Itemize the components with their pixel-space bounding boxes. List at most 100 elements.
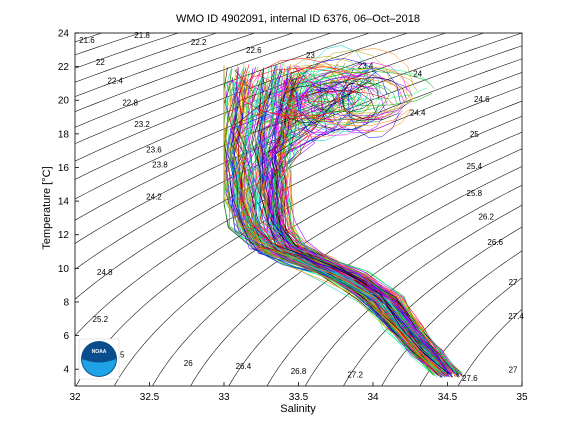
density-contour-label: 24.4 bbox=[410, 108, 426, 117]
profile-line bbox=[228, 67, 447, 372]
density-contour-label: 25 bbox=[470, 130, 479, 139]
y-tick-label: 24 bbox=[58, 29, 70, 40]
y-tick-label: 8 bbox=[63, 297, 69, 308]
density-contour-label: 23.6 bbox=[146, 145, 162, 154]
density-contour-label: 27 bbox=[509, 366, 518, 375]
profile-line bbox=[283, 75, 454, 374]
density-contour bbox=[190, 148, 522, 386]
profile-line bbox=[272, 72, 461, 374]
profile-line bbox=[332, 85, 385, 134]
plot-area bbox=[75, 33, 522, 386]
density-contour-label: 23.2 bbox=[134, 120, 150, 129]
profile-line bbox=[223, 65, 441, 376]
density-contour bbox=[75, 72, 522, 300]
density-contour-label: 22.2 bbox=[191, 38, 207, 47]
profile-line bbox=[313, 68, 418, 114]
profile-line bbox=[271, 65, 452, 377]
density-contour bbox=[75, 33, 332, 128]
profile-layer bbox=[223, 45, 463, 378]
profile-line bbox=[323, 81, 362, 116]
density-contour-label: 25.2 bbox=[93, 315, 109, 324]
profile-line bbox=[223, 81, 435, 375]
y-tick-label: 20 bbox=[58, 96, 70, 107]
profile-line bbox=[251, 58, 349, 120]
profile-line bbox=[309, 71, 435, 106]
x-axis: 32 32.5 33 33.5 34 34.5 35 bbox=[69, 382, 528, 403]
profile-line bbox=[224, 81, 445, 377]
profile-line bbox=[280, 81, 458, 378]
density-contour bbox=[343, 226, 522, 386]
density-contour bbox=[75, 33, 293, 112]
density-contour-label: 24.6 bbox=[474, 95, 490, 104]
profile-line bbox=[263, 61, 452, 372]
x-tick-label: 33 bbox=[218, 392, 230, 403]
profile-line bbox=[229, 80, 437, 375]
profile-line bbox=[295, 58, 388, 131]
profile-line bbox=[281, 82, 461, 374]
profile-line bbox=[255, 82, 453, 374]
profile-line bbox=[329, 48, 414, 119]
profile-line bbox=[337, 66, 413, 132]
profile-line bbox=[235, 64, 448, 376]
profile-line bbox=[223, 80, 431, 373]
profile-line bbox=[278, 74, 456, 375]
x-tick-label: 32.5 bbox=[140, 392, 160, 403]
profile-line bbox=[306, 67, 430, 100]
profile-line bbox=[296, 87, 355, 122]
x-tick-label: 35 bbox=[516, 392, 528, 403]
profile-line bbox=[301, 78, 413, 126]
x-tick-label: 33.5 bbox=[289, 392, 309, 403]
profile-line bbox=[276, 80, 354, 142]
y-tick-label: 6 bbox=[63, 331, 69, 342]
density-contour bbox=[0, 33, 25, 386]
y-axis: 4 6 8 10 12 14 16 18 20 22 24 bbox=[58, 29, 79, 376]
density-contour bbox=[457, 308, 522, 386]
density-contour-label: 22.4 bbox=[107, 76, 123, 85]
noaa-logo: NOAA bbox=[78, 338, 120, 380]
x-tick-label: 34.5 bbox=[438, 392, 458, 403]
density-contour-label: 25.4 bbox=[467, 162, 483, 171]
density-contour bbox=[0, 33, 64, 386]
x-tick-label: 32 bbox=[69, 392, 81, 403]
density-contour-label: 22.6 bbox=[246, 46, 262, 55]
density-contour-label: 26.6 bbox=[487, 238, 503, 247]
profile-line bbox=[264, 63, 380, 121]
density-contour bbox=[304, 204, 522, 386]
profile-line bbox=[272, 82, 459, 375]
density-contour-label: 22.8 bbox=[122, 98, 138, 107]
density-contour-label: 27.6 bbox=[462, 374, 478, 383]
profile-line bbox=[306, 93, 370, 126]
profile-line bbox=[251, 67, 450, 375]
noaa-logo-text: NOAA bbox=[92, 349, 107, 355]
y-tick-label: 4 bbox=[63, 365, 69, 376]
density-contour-label: 21.6 bbox=[79, 36, 95, 45]
profile-line bbox=[276, 55, 374, 128]
profile-line bbox=[297, 66, 381, 133]
profile-line bbox=[280, 68, 457, 374]
density-contour-label: 25.8 bbox=[467, 189, 483, 198]
density-contour-label: 23.4 bbox=[358, 61, 374, 70]
y-axis-label: Temperature [°C] bbox=[41, 166, 53, 249]
y-tick-label: 22 bbox=[58, 62, 70, 73]
y-tick-label: 18 bbox=[58, 129, 70, 140]
density-contour-label: 27.2 bbox=[347, 371, 363, 380]
profile-line bbox=[274, 78, 458, 376]
y-tick-label: 12 bbox=[58, 230, 70, 241]
profile-line bbox=[255, 87, 446, 376]
profile-line bbox=[229, 68, 437, 375]
x-axis-label: Salinity bbox=[280, 403, 316, 415]
density-contour bbox=[75, 45, 522, 244]
y-tick-label: 16 bbox=[58, 163, 70, 174]
density-contour bbox=[266, 184, 522, 386]
profile-line bbox=[241, 82, 441, 373]
density-contour bbox=[75, 58, 522, 270]
density-contour bbox=[75, 33, 370, 145]
density-contour bbox=[113, 115, 522, 386]
density-contour-label: 23 bbox=[306, 51, 315, 60]
density-contour bbox=[75, 33, 255, 97]
profile-line bbox=[286, 71, 402, 124]
density-contour-label: 24.8 bbox=[97, 268, 113, 277]
density-contour bbox=[228, 166, 522, 386]
